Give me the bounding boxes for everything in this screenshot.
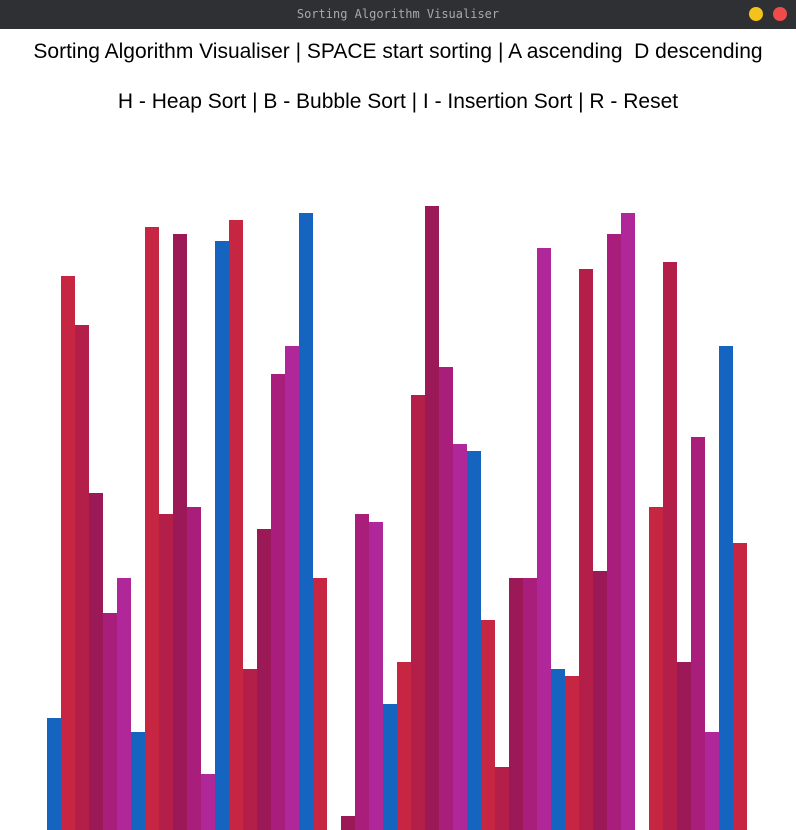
sort-bar <box>313 578 327 830</box>
sort-bar <box>705 732 719 830</box>
sort-bar <box>383 704 397 830</box>
sort-bar <box>103 613 117 830</box>
sort-bar <box>117 578 131 830</box>
bar-chart <box>0 29 796 830</box>
title-bar: Sorting Algorithm Visualiser <box>0 0 796 29</box>
sort-bar <box>47 718 61 830</box>
sort-bar <box>397 662 411 830</box>
sort-bar <box>439 367 453 830</box>
sort-bar <box>341 816 355 830</box>
minimize-button[interactable] <box>749 7 763 21</box>
sort-bar <box>691 437 705 830</box>
window-title: Sorting Algorithm Visualiser <box>296 7 500 21</box>
sort-bar <box>173 234 187 830</box>
sort-bar <box>495 767 509 830</box>
sort-bar <box>201 774 215 830</box>
sort-bar <box>145 227 159 830</box>
close-button[interactable] <box>773 7 787 21</box>
sort-bar <box>187 507 201 830</box>
sort-bar <box>411 395 425 830</box>
sort-bar <box>271 374 285 830</box>
sort-bar <box>61 276 75 830</box>
sort-bar <box>299 213 313 830</box>
sort-bar <box>649 507 663 830</box>
sort-bar <box>369 522 383 830</box>
sort-bar <box>285 346 299 830</box>
sort-bar <box>355 514 369 830</box>
sort-bar <box>579 269 593 830</box>
sort-bar <box>425 206 439 830</box>
sort-bar <box>719 346 733 830</box>
sort-bar <box>733 543 747 830</box>
instructions-line-2: H - Heap Sort | B - Bubble Sort | I - In… <box>117 90 679 113</box>
sort-bar <box>75 325 89 830</box>
sort-bar <box>551 669 565 830</box>
sort-bar <box>131 732 145 830</box>
sort-bar <box>159 514 173 830</box>
sort-bar <box>481 620 495 830</box>
sort-bar <box>257 529 271 830</box>
sort-bar <box>215 241 229 830</box>
sort-bar <box>565 676 579 830</box>
sort-bar <box>523 578 537 830</box>
instructions-line-1: Sorting Algorithm Visualiser | SPACE sta… <box>33 40 763 63</box>
sort-bar <box>663 262 677 830</box>
sort-bar <box>537 248 551 830</box>
sort-bar <box>89 493 103 830</box>
visualiser-canvas[interactable]: Sorting Algorithm Visualiser | SPACE sta… <box>0 29 796 830</box>
sort-bar <box>621 213 635 830</box>
sort-bar <box>453 444 467 830</box>
sort-bar <box>229 220 243 830</box>
sort-bar <box>509 578 523 830</box>
sort-bar <box>677 662 691 830</box>
sort-bar <box>467 451 481 830</box>
sort-bar <box>607 234 621 830</box>
sort-bar <box>243 669 257 830</box>
sort-bar <box>593 571 607 830</box>
